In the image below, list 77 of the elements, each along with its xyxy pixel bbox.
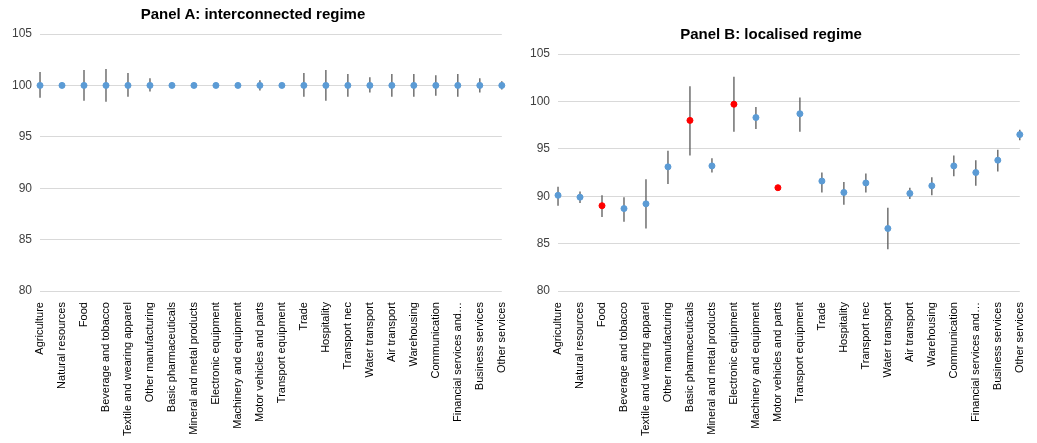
x-tick-label: Air transport xyxy=(902,302,915,362)
y-tick-label: 95 xyxy=(18,129,33,144)
point xyxy=(994,156,1002,164)
x-tick-label: Machinery and equipment xyxy=(748,302,761,429)
point xyxy=(928,182,936,190)
x-tick-label: Hospitality xyxy=(318,301,331,353)
x-tick-label: Beverage and tobacco xyxy=(99,302,112,413)
x-tick-label: Communication xyxy=(946,302,959,379)
point xyxy=(884,224,892,232)
x-tick-label: Motor vehicles and parts xyxy=(770,301,783,422)
x-tick-label: Other manufacturing xyxy=(143,302,155,403)
x-tick-label: Trade xyxy=(296,302,309,331)
y-tick-label: 100 xyxy=(529,93,551,108)
x-tick-label: Food xyxy=(595,302,608,328)
x-tick-label: Agriculture xyxy=(33,302,46,355)
x-tick-label: Mineral and metal products xyxy=(186,301,199,435)
y-tick-label: 80 xyxy=(536,283,551,298)
x-tick-label: Transport nec xyxy=(858,301,871,370)
x-tick-label: Mineral and metal products xyxy=(704,301,717,435)
x-tick-label: Hospitality xyxy=(836,301,849,353)
x-tick-label: Transport equipment xyxy=(274,302,287,404)
x-tick-label: Textile and wearing apparel xyxy=(121,302,134,436)
x-tick-label: Other services xyxy=(1012,301,1025,373)
point xyxy=(774,184,782,192)
point xyxy=(642,200,650,208)
x-tick-label: Other services xyxy=(494,301,507,373)
point xyxy=(664,163,672,171)
y-tick-label: 90 xyxy=(536,188,551,203)
chart-title: Panel B: localised regime xyxy=(680,25,862,43)
y-tick-label: 80 xyxy=(18,283,33,298)
point xyxy=(818,177,826,185)
x-tick-label: Motor vehicles and parts xyxy=(252,301,265,422)
x-tick-label: Water transport xyxy=(880,302,893,378)
point xyxy=(862,179,870,187)
x-tick-label: Food xyxy=(77,302,90,328)
y-tick-label: 105 xyxy=(11,26,33,41)
point xyxy=(598,202,606,210)
point xyxy=(752,114,760,122)
x-tick-label: Machinery and equipment xyxy=(230,302,243,429)
x-tick-label: Other manufacturing xyxy=(661,302,673,403)
x-tick-label: Water transport xyxy=(362,302,375,378)
point xyxy=(950,162,958,170)
x-tick-label: Electronic equipment xyxy=(726,302,739,405)
point xyxy=(620,205,628,213)
x-tick-label: Agriculture xyxy=(551,302,564,355)
x-tick-label: Natural resources xyxy=(55,301,68,389)
x-tick-label: Air transport xyxy=(384,302,397,362)
x-tick-label: Trade xyxy=(814,302,827,331)
x-tick-label: Financial services and… xyxy=(968,302,981,422)
x-tick-label: Warehousing xyxy=(406,302,419,367)
y-tick-label: 90 xyxy=(18,180,33,195)
point xyxy=(708,162,716,170)
x-tick-label: Transport equipment xyxy=(792,302,805,404)
x-tick-label: Transport nec xyxy=(340,301,353,370)
point xyxy=(840,188,848,196)
point xyxy=(554,191,562,199)
chart-title: Panel A: interconnected regime xyxy=(140,5,366,23)
x-tick-label: Basic pharmaceuticals xyxy=(682,301,695,413)
x-tick-label: Natural resources xyxy=(573,301,586,389)
point xyxy=(972,169,980,177)
y-tick-label: 85 xyxy=(536,235,551,250)
point xyxy=(730,100,738,108)
y-tick-label: 85 xyxy=(18,231,33,246)
y-tick-label: 95 xyxy=(536,141,551,156)
y-tick-label: 105 xyxy=(529,46,551,61)
x-tick-label: Business services xyxy=(472,301,485,391)
point xyxy=(796,110,804,118)
x-tick-label: Beverage and tobacco xyxy=(617,302,630,413)
x-tick-label: Basic pharmaceuticals xyxy=(164,301,177,413)
x-tick-label: Warehousing xyxy=(924,302,937,367)
point xyxy=(686,116,694,124)
y-tick-label: 100 xyxy=(11,77,33,92)
x-tick-label: Business services xyxy=(990,301,1003,391)
x-tick-label: Financial services and… xyxy=(450,302,463,422)
x-tick-label: Electronic equipment xyxy=(208,302,221,405)
x-tick-label: Textile and wearing apparel xyxy=(639,302,652,436)
x-tick-label: Communication xyxy=(428,302,441,379)
